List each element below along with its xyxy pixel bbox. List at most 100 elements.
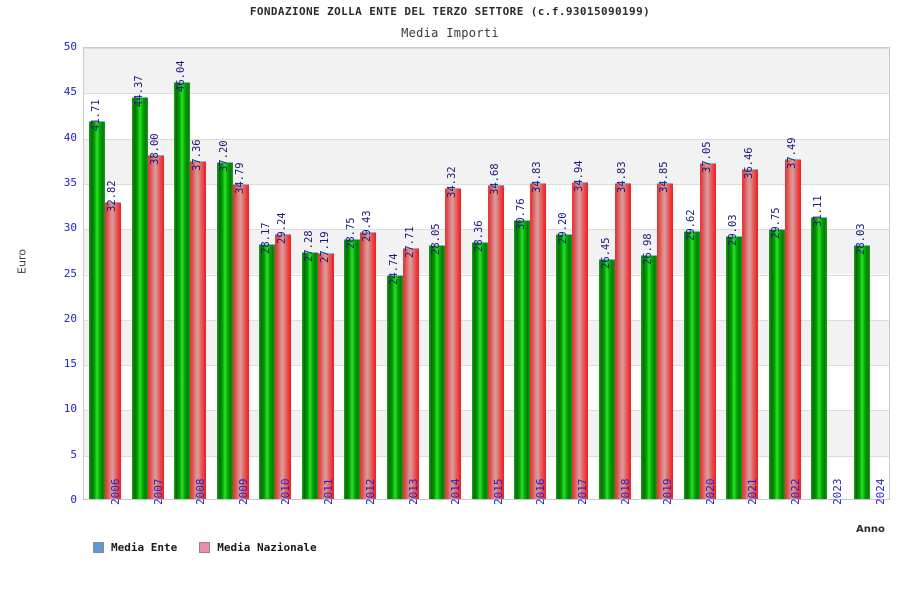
bar-media-ente[interactable] <box>513 220 530 499</box>
bar-media-ente[interactable] <box>174 81 191 499</box>
x-tick-label: 2012 <box>364 478 378 506</box>
x-tick-label: 2016 <box>533 478 547 506</box>
y-tick-label: 40 <box>63 130 77 144</box>
y-tick-label: 0 <box>70 493 77 506</box>
bar-value-label: 38.00 <box>148 133 161 165</box>
bar-media-ente[interactable] <box>386 274 403 499</box>
bar-media-nazionale[interactable] <box>614 183 631 499</box>
bar-media-ente[interactable] <box>131 97 148 499</box>
x-tick-label: 2011 <box>321 478 335 506</box>
bar-value-label: 36.46 <box>743 147 756 179</box>
bar-value-label: 26.98 <box>642 232 655 265</box>
gridline <box>84 183 889 185</box>
bar-media-nazionale[interactable] <box>742 168 759 499</box>
bar-value-label: 28.05 <box>430 223 443 255</box>
legend-swatch-icon <box>199 542 211 553</box>
legend-item[interactable]: Media Ente <box>93 541 177 554</box>
x-tick-label: 2010 <box>279 478 293 506</box>
x-tick-label: 2023 <box>831 478 845 506</box>
x-tick-label: 2017 <box>576 478 590 506</box>
bar-value-label: 28.36 <box>472 220 485 253</box>
legend-label: Media Nazionale <box>217 541 317 554</box>
bar-media-ente[interactable] <box>471 242 488 499</box>
x-tick-label: 2008 <box>194 478 208 506</box>
bar-media-ente[interactable] <box>853 245 870 499</box>
y-tick-label: 10 <box>63 402 77 416</box>
bar-media-nazionale[interactable] <box>529 183 546 499</box>
bar-media-nazionale[interactable] <box>232 183 249 499</box>
bar-media-nazionale[interactable] <box>147 154 164 499</box>
bar-media-ente[interactable] <box>641 254 658 499</box>
y-tick-label: 5 <box>70 447 77 461</box>
bar-media-ente[interactable] <box>683 230 700 499</box>
bar-media-ente[interactable] <box>429 244 446 499</box>
bar-media-ente[interactable] <box>89 121 106 499</box>
bar-media-ente[interactable] <box>301 251 318 499</box>
bar-value-label: 34.32 <box>446 166 459 199</box>
y-axis-ticks: 0 5 10 15 20 25 30 35 40 45 50 <box>24 0 77 600</box>
bar-media-ente[interactable] <box>726 236 743 499</box>
bar-media-nazionale[interactable] <box>784 159 801 499</box>
x-tick-label: 2009 <box>236 478 250 506</box>
bar-media-nazionale[interactable] <box>572 182 589 499</box>
gridline <box>84 138 889 140</box>
y-tick-label: 35 <box>63 175 77 189</box>
bar-value-label: 28.03 <box>854 223 867 256</box>
bar-value-label: 29.20 <box>557 212 570 245</box>
bar-value-label: 29.75 <box>769 207 782 240</box>
bar-value-label: 26.45 <box>599 237 612 270</box>
x-tick-label: 2006 <box>109 478 123 506</box>
bar-value-label: 37.36 <box>191 138 204 171</box>
bar-value-label: 29.24 <box>276 212 289 245</box>
bar-value-label: 29.62 <box>684 209 697 241</box>
bar-media-ente[interactable] <box>811 217 828 499</box>
bar-value-label: 34.79 <box>233 162 246 194</box>
gridline <box>84 93 889 95</box>
chart-subtitle: Media Importi <box>401 26 499 40</box>
bar-media-ente[interactable] <box>556 234 573 499</box>
gridline <box>84 229 889 231</box>
bar-value-label: 24.74 <box>387 253 400 285</box>
bar-value-label: 37.49 <box>785 137 798 170</box>
bar-value-label: 27.28 <box>302 230 315 262</box>
bar-value-label: 32.82 <box>106 180 119 212</box>
legend-label: Media Ente <box>111 541 178 554</box>
bar-media-ente[interactable] <box>216 161 233 499</box>
bar-media-nazionale[interactable] <box>487 184 504 499</box>
bar-media-ente[interactable] <box>344 238 361 499</box>
bar-value-label: 44.37 <box>132 75 145 107</box>
bar-value-label: 31.11 <box>812 195 825 228</box>
chart-title: FONDAZIONE ZOLLA ENTE DEL TERZO SETTORE … <box>249 5 651 18</box>
bar-media-nazionale[interactable] <box>445 188 462 499</box>
bar-media-nazionale[interactable] <box>317 252 334 499</box>
legend-item[interactable]: Media Nazionale <box>199 541 317 554</box>
y-tick-label: 50 <box>63 40 77 53</box>
y-tick-label: 45 <box>63 85 77 99</box>
bar-media-nazionale[interactable] <box>657 183 674 499</box>
bar-media-nazionale[interactable] <box>360 232 377 499</box>
x-tick-label: 2022 <box>788 478 802 506</box>
bar-value-label: 27.71 <box>403 226 416 258</box>
bar-value-label: 37.05 <box>700 141 713 174</box>
bar-media-nazionale[interactable] <box>402 247 419 499</box>
bar-value-label: 29.03 <box>727 214 740 246</box>
y-tick-label: 20 <box>63 311 77 325</box>
bar-value-label: 28.17 <box>260 222 273 254</box>
y-tick-label: 25 <box>63 266 77 280</box>
x-tick-label: 2021 <box>746 478 760 506</box>
bar-media-nazionale[interactable] <box>190 160 207 499</box>
gridline <box>84 48 889 49</box>
bar-value-label: 34.85 <box>658 161 671 194</box>
x-tick-label: 2015 <box>491 478 505 506</box>
bar-value-label: 34.83 <box>615 161 628 194</box>
bar-media-ente[interactable] <box>598 259 615 499</box>
bar-media-ente[interactable] <box>259 243 276 499</box>
bar-value-label: 34.94 <box>573 160 586 193</box>
bar-media-nazionale[interactable] <box>275 234 292 499</box>
x-tick-label: 2019 <box>661 478 675 506</box>
bar-media-nazionale[interactable] <box>105 201 122 499</box>
bar-value-label: 27.19 <box>318 231 331 263</box>
bar-media-ente[interactable] <box>768 229 785 499</box>
bar-value-label: 46.04 <box>175 60 188 92</box>
bar-media-nazionale[interactable] <box>699 163 716 499</box>
